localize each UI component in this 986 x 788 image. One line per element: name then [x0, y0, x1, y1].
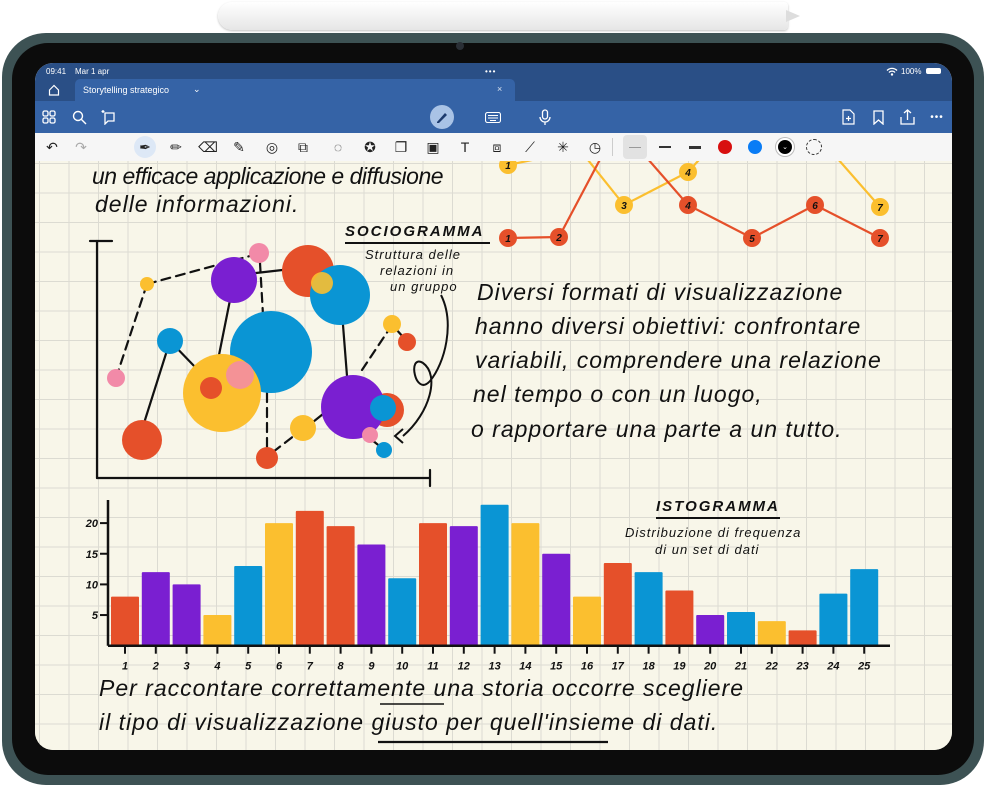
status-time: 09:41 — [46, 67, 67, 76]
paragraph-line3: variabili, comprendere una relazione — [475, 347, 882, 373]
drawing-tools-bar: ↶ ↷ ✒ ✏ ⌫ ✎ ◎ ⧉ ◌ ✪ ❐ ▣ T ⧈ ⟋ ✳ ◷ ⌄ — [35, 133, 952, 162]
sticky-note-icon[interactable]: ❐ — [394, 138, 408, 155]
search-icon[interactable] — [71, 109, 87, 125]
multitask-dots-icon[interactable]: ••• — [485, 67, 497, 76]
battery-icon — [926, 68, 941, 74]
eraser-icon[interactable]: ⌫ — [198, 138, 218, 155]
battery-percent: 100% — [901, 67, 922, 76]
front-camera — [456, 42, 464, 50]
sticker-icon[interactable]: ✪ — [364, 138, 376, 155]
scan-icon[interactable]: ⧈ — [492, 138, 502, 155]
chevron-down-icon[interactable]: ⌄ — [193, 84, 201, 94]
histogram-title: ISTOGRAMMA — [656, 498, 780, 519]
intro-text-line1: un efficace applicazione e diffusione — [92, 163, 444, 189]
bookmark-icon[interactable] — [871, 108, 885, 126]
stroke-width-thick[interactable] — [683, 135, 707, 159]
add-page-icon[interactable] — [841, 108, 855, 126]
status-date: Mar 1 apr — [75, 67, 110, 76]
grid-icon[interactable] — [41, 109, 57, 125]
color-swatch[interactable]: ⌄ — [778, 140, 792, 154]
status-bar: 09:41 Mar 1 apr ••• 100% — [35, 63, 952, 79]
note-canvas[interactable]: un efficace applicazione e diffusione de… — [35, 161, 952, 750]
tab-bar: Storytelling strategico ⌄ × — [35, 79, 952, 101]
apple-pencil-tip — [786, 10, 800, 22]
home-icon[interactable] — [45, 82, 63, 98]
paragraph-line5: o rapportare una parte a un tutto. — [471, 416, 843, 442]
apple-pencil — [218, 2, 788, 30]
pen-mode-icon[interactable] — [430, 105, 454, 129]
wifi-icon — [886, 67, 898, 78]
screen: 09:41 Mar 1 apr ••• 100% Storytelling st… — [35, 63, 952, 750]
color-swatch[interactable] — [748, 140, 762, 154]
elements-icon[interactable]: ⧉ — [298, 138, 308, 155]
intro-text-line2: delle informazioni. — [95, 191, 300, 217]
ruler-icon[interactable]: ⟋ — [525, 138, 535, 155]
add-color-icon[interactable] — [806, 139, 822, 155]
more-icon[interactable]: ••• — [930, 111, 944, 123]
share-icon[interactable] — [899, 108, 915, 126]
histogram-subtitle-line2: di un set di dati — [655, 542, 760, 557]
ai-sparkle-icon[interactable] — [100, 108, 118, 126]
pen-icon[interactable]: ✒ — [134, 136, 156, 158]
paragraph-line4: nel tempo o con un luogo, — [473, 381, 763, 407]
sociogram-caption-line3: un gruppo — [390, 279, 458, 294]
stroke-width-thin[interactable] — [623, 135, 647, 159]
highlighter-icon[interactable]: ✎ — [233, 138, 245, 155]
conclusion-line1: Per raccontare correttamente una storia … — [99, 675, 745, 701]
histogram-subtitle-line1: Distribuzione di frequenza — [625, 525, 802, 540]
keyboard-icon[interactable] — [485, 110, 501, 124]
sociogram-caption-line2: relazioni in — [380, 263, 455, 278]
sociogram-title: SOCIOGRAMMA — [345, 223, 490, 244]
text-box-icon[interactable]: T — [460, 139, 470, 155]
laser-pointer-icon[interactable]: ✳ — [557, 138, 569, 155]
undo-icon[interactable]: ↶ — [46, 138, 58, 155]
microphone-icon[interactable] — [538, 108, 552, 126]
stroke-width-medium[interactable] — [653, 135, 677, 159]
sociogram-caption-line1: Struttura delle — [365, 247, 461, 262]
tab-storytelling-strategico[interactable]: Storytelling strategico ⌄ × — [75, 79, 515, 101]
toolbar-divider — [612, 138, 613, 156]
top-toolbar: ••• — [35, 101, 952, 133]
lasso-icon[interactable]: ◌ — [333, 139, 343, 155]
close-tab-icon[interactable]: × — [497, 84, 503, 94]
tab-title: Storytelling strategico — [83, 85, 170, 95]
shapes-icon[interactable]: ◎ — [265, 138, 279, 155]
conclusion-line2: il tipo di visualizzazione giusto per qu… — [99, 709, 719, 735]
paragraph-line2: hanno diversi obiettivi: confrontare — [475, 313, 862, 339]
image-icon[interactable]: ▣ — [426, 138, 440, 155]
pencil-icon[interactable]: ✏ — [170, 138, 182, 155]
color-swatch[interactable] — [718, 140, 732, 154]
redo-icon[interactable]: ↷ — [75, 138, 87, 155]
clock-icon[interactable]: ◷ — [588, 138, 602, 155]
paragraph-line1: Diversi formati di visualizzazione — [477, 279, 844, 305]
